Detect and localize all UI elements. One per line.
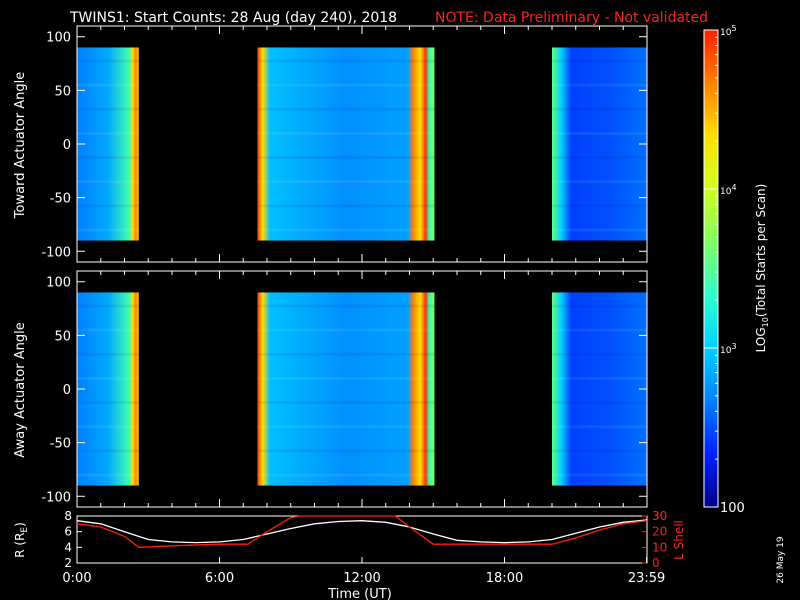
angle-band xyxy=(257,83,435,87)
angle-band xyxy=(257,425,435,429)
angle-band xyxy=(552,473,647,477)
colorbar-tick-label: 104 xyxy=(720,183,737,197)
toward-ylabel: Toward Actuator Angle xyxy=(13,72,28,219)
angle-band xyxy=(552,204,647,208)
preliminary-note: NOTE: Data Preliminary - Not validated xyxy=(435,10,708,26)
ytick-label: 0 xyxy=(63,383,71,398)
angle-band xyxy=(257,59,435,63)
angle-band xyxy=(257,131,435,135)
ytick-label: 8 xyxy=(64,509,72,523)
angle-band xyxy=(77,180,139,184)
angle-band xyxy=(77,59,139,63)
angle-band xyxy=(552,83,647,87)
xtick-label: 12:00 xyxy=(343,571,380,586)
angle-band xyxy=(552,59,647,63)
ytick-label: 100 xyxy=(46,276,71,291)
ytick-label-right: 10 xyxy=(652,540,667,554)
angle-band xyxy=(77,107,139,111)
ytick-label: 0 xyxy=(63,138,71,153)
angle-band xyxy=(552,107,647,111)
data-segment xyxy=(552,292,647,486)
angle-band xyxy=(552,156,647,160)
orbit-left-ylabel: R (RE) xyxy=(13,522,30,558)
data-segment xyxy=(257,292,435,486)
angle-band xyxy=(257,180,435,184)
angle-band xyxy=(77,473,139,477)
angle-band xyxy=(552,131,647,135)
ytick-label: 2 xyxy=(64,556,72,570)
angle-band xyxy=(77,449,139,453)
data-segment xyxy=(257,47,435,241)
angle-band xyxy=(257,376,435,380)
angle-band xyxy=(257,352,435,356)
xtick-label: 6:00 xyxy=(205,571,234,586)
angle-band xyxy=(77,156,139,160)
ytick-label: 50 xyxy=(54,329,71,344)
ytick-label: -50 xyxy=(50,437,71,452)
angle-band xyxy=(552,449,647,453)
angle-band xyxy=(77,425,139,429)
ytick-label: -50 xyxy=(50,192,71,207)
away-ylabel: Away Actuator Angle xyxy=(13,322,28,457)
date-stamp: 26 May 19 xyxy=(776,536,786,584)
angle-band xyxy=(552,228,647,232)
data-segment xyxy=(77,292,139,486)
angle-band xyxy=(257,204,435,208)
colorbar-gradient xyxy=(703,29,719,508)
angle-band xyxy=(552,425,647,429)
angle-band xyxy=(257,304,435,308)
ytick-label: -100 xyxy=(41,490,71,505)
time-xlabel: Time (UT) xyxy=(327,587,392,600)
angle-band xyxy=(77,401,139,405)
colorbar-label: LOG10(Total Starts per Scan) xyxy=(754,184,770,353)
angle-band xyxy=(77,204,139,208)
ytick-label-right: 0 xyxy=(652,556,660,570)
lshell-line xyxy=(76,515,648,548)
plot-title: TWINS1: Start Counts: 28 Aug (day 240), … xyxy=(69,10,397,26)
angle-band xyxy=(77,131,139,135)
colorbar-tick-label: 103 xyxy=(720,342,737,356)
ytick-label: 50 xyxy=(54,84,71,99)
angle-band xyxy=(552,401,647,405)
data-segment xyxy=(77,47,139,241)
orbit-right-ylabel: L Shell xyxy=(672,520,686,560)
angle-band xyxy=(77,83,139,87)
data-segment xyxy=(552,47,647,241)
angle-band xyxy=(257,449,435,453)
away-heatmap-panel: 100 50 0 -50 -100 xyxy=(41,270,648,508)
xtick-label: 23:59 xyxy=(628,571,665,586)
angle-band xyxy=(257,107,435,111)
xtick-label: 0:00 xyxy=(62,571,91,586)
angle-band xyxy=(552,328,647,332)
angle-band xyxy=(77,304,139,308)
ytick-label-right: 20 xyxy=(652,525,667,539)
ytick-label: 100 xyxy=(46,31,71,46)
axes-frame xyxy=(76,515,648,564)
angle-band xyxy=(552,304,647,308)
angle-band xyxy=(552,352,647,356)
colorbar: 100 103 104 105 xyxy=(703,24,745,516)
angle-band xyxy=(77,376,139,380)
angle-band xyxy=(257,328,435,332)
ytick-label: -100 xyxy=(41,245,71,260)
angle-band xyxy=(257,156,435,160)
angle-band xyxy=(552,180,647,184)
angle-band xyxy=(257,473,435,477)
angle-band xyxy=(257,228,435,232)
ytick-label: 6 xyxy=(64,525,72,539)
ytick-label: 4 xyxy=(64,540,72,554)
angle-band xyxy=(257,401,435,405)
xtick-label: 18:00 xyxy=(486,571,523,586)
toward-heatmap-panel: 100 50 0 -50 -100 xyxy=(41,25,648,263)
ytick-label-right: 30 xyxy=(652,509,667,523)
angle-band xyxy=(552,376,647,380)
angle-band xyxy=(77,228,139,232)
colorbar-tick-label: 100 xyxy=(720,501,745,516)
angle-band xyxy=(77,352,139,356)
angle-band xyxy=(77,328,139,332)
radius-line xyxy=(76,519,648,544)
colorbar-tick-label: 105 xyxy=(720,24,737,38)
